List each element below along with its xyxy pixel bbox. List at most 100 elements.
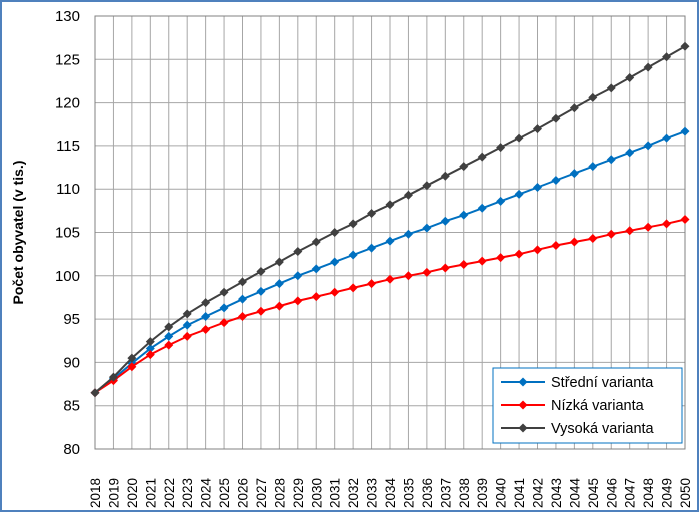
x-tick-label: 2040 xyxy=(494,478,509,508)
data-point xyxy=(588,92,598,102)
x-tick-label: 2028 xyxy=(272,478,287,508)
x-tick-label: 2024 xyxy=(199,477,214,508)
data-point xyxy=(274,279,284,289)
y-tick-label: 120 xyxy=(55,95,80,112)
x-tick-label: 2021 xyxy=(143,478,158,508)
legend-label: Nízká varianta xyxy=(551,398,645,414)
data-point xyxy=(496,143,506,153)
y-tick-label: 90 xyxy=(63,354,80,371)
data-point xyxy=(256,286,266,296)
legend-marker xyxy=(518,377,528,387)
legend-label: Střední varianta xyxy=(551,375,654,391)
data-point xyxy=(662,219,672,229)
x-tick-label: 2026 xyxy=(236,478,251,508)
x-tick-label: 2033 xyxy=(365,478,380,508)
data-point xyxy=(625,226,635,236)
x-tick-label: 2037 xyxy=(438,478,453,508)
plot-area-border xyxy=(94,15,686,450)
x-tick-label: 2036 xyxy=(420,478,435,508)
data-point xyxy=(680,41,690,51)
x-axis-ticks: 2018 2019 2020 2021 2022 2023 2024 2025 2026 2027… xyxy=(88,477,693,508)
data-point xyxy=(238,294,247,304)
data-point xyxy=(459,162,469,172)
x-tick-label: 2046 xyxy=(604,478,619,508)
data-point xyxy=(367,208,377,218)
x-tick-label: 2020 xyxy=(125,478,140,508)
data-point xyxy=(477,203,487,213)
data-point xyxy=(533,124,542,134)
data-point xyxy=(219,303,229,313)
data-point xyxy=(238,277,247,287)
series-1 xyxy=(90,126,690,398)
x-tick-label: 2022 xyxy=(162,478,177,508)
x-tick-label: 2038 xyxy=(457,478,472,508)
legend: Střední varianta Nízká varianta Vysoká var… xyxy=(492,367,683,444)
data-point xyxy=(606,83,616,93)
data-point xyxy=(385,200,395,210)
data-point xyxy=(606,229,616,239)
data-point xyxy=(551,113,561,123)
data-point xyxy=(551,176,561,186)
x-tick-label: 2027 xyxy=(254,478,269,508)
data-point xyxy=(293,247,303,257)
data-point xyxy=(348,250,358,260)
data-point xyxy=(625,148,635,158)
data-point xyxy=(643,62,653,72)
y-tick-label: 105 xyxy=(55,225,80,242)
y-tick-label: 110 xyxy=(56,181,80,198)
x-tick-label: 2039 xyxy=(475,478,490,508)
data-point xyxy=(643,141,653,151)
data-point xyxy=(145,350,155,360)
data-point xyxy=(569,169,579,179)
data-point xyxy=(293,296,303,306)
data-point xyxy=(274,301,284,311)
x-tick-label: 2025 xyxy=(217,478,232,508)
data-point xyxy=(145,344,155,354)
legend-marker xyxy=(518,400,528,410)
y-tick-label: 85 xyxy=(63,398,80,415)
data-point xyxy=(293,271,303,281)
data-point xyxy=(164,322,174,332)
x-tick-label: 2023 xyxy=(180,478,195,508)
data-point xyxy=(514,133,524,143)
x-tick-label: 2034 xyxy=(383,477,398,508)
data-point xyxy=(606,155,616,165)
data-point xyxy=(219,318,229,328)
data-point xyxy=(311,292,321,302)
data-point xyxy=(182,309,192,319)
data-point xyxy=(127,362,137,372)
data-point xyxy=(662,133,672,143)
x-tick-label: 2030 xyxy=(309,478,324,508)
legend-label: Vysoká varianta xyxy=(551,421,655,437)
series-2 xyxy=(90,215,690,398)
data-point xyxy=(680,215,690,225)
data-point xyxy=(164,340,174,350)
data-point xyxy=(662,52,672,62)
y-tick-label: 130 xyxy=(55,8,80,25)
data-point xyxy=(422,181,432,191)
data-point xyxy=(422,223,432,233)
x-tick-label: 2047 xyxy=(623,478,638,508)
x-tick-label: 2018 xyxy=(88,478,103,508)
data-point xyxy=(385,274,395,284)
data-point xyxy=(238,312,247,322)
data-point xyxy=(496,253,506,263)
data-point xyxy=(514,189,524,199)
data-point xyxy=(440,263,450,273)
x-tick-label: 2032 xyxy=(346,478,361,508)
data-point xyxy=(496,196,506,206)
data-point xyxy=(256,266,266,276)
y-tick-label: 100 xyxy=(55,268,80,285)
data-point xyxy=(182,331,192,341)
data-point xyxy=(422,267,432,277)
x-tick-label: 2035 xyxy=(401,478,416,508)
data-point xyxy=(367,243,377,253)
data-point xyxy=(330,257,340,267)
y-tick-label: 125 xyxy=(55,51,80,68)
x-tick-label: 2044 xyxy=(567,477,582,508)
data-point xyxy=(533,182,542,192)
x-tick-label: 2048 xyxy=(641,478,656,508)
data-point xyxy=(348,283,358,293)
data-point xyxy=(551,240,561,250)
